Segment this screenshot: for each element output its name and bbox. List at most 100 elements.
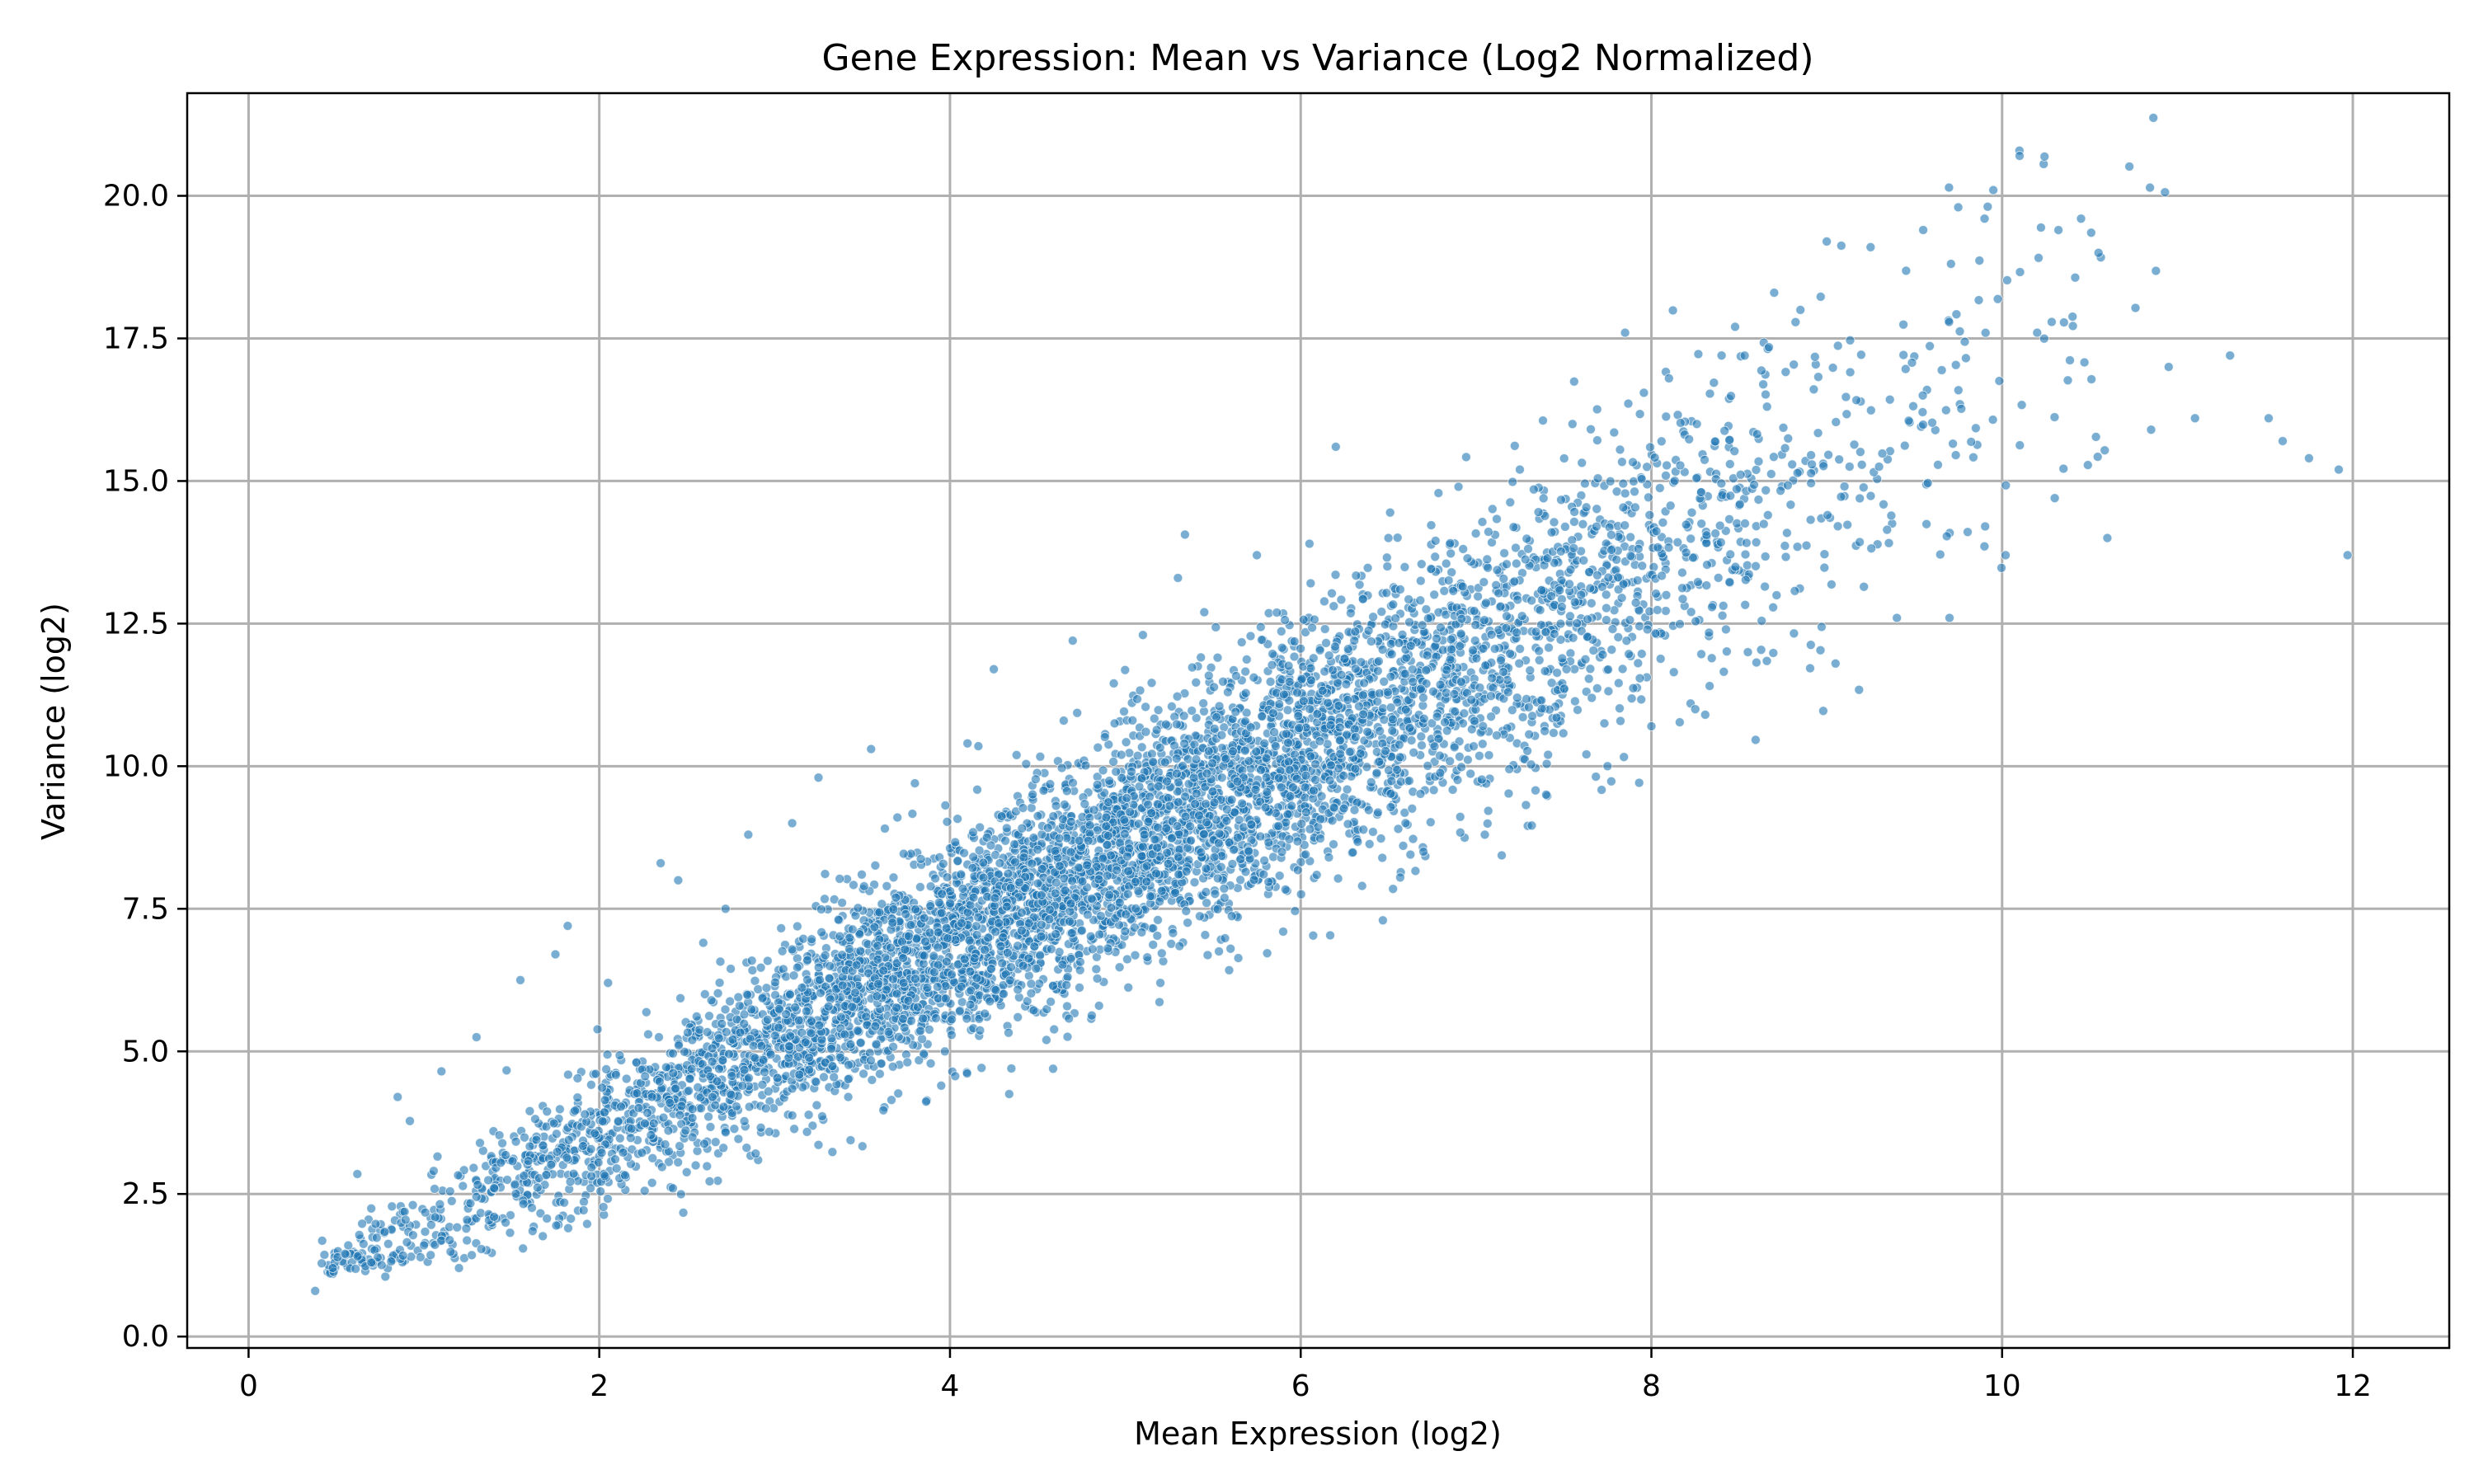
data-point — [1578, 519, 1588, 529]
data-point — [1300, 782, 1310, 792]
data-point — [1136, 851, 1147, 862]
data-point — [668, 1068, 679, 1078]
data-point — [1323, 697, 1333, 708]
data-point — [1742, 560, 1752, 571]
data-point — [1783, 433, 1794, 444]
data-point — [2130, 303, 2141, 313]
data-point — [1613, 632, 1624, 642]
data-point — [1512, 627, 1522, 638]
data-point — [1265, 676, 1276, 687]
data-point — [366, 1203, 377, 1214]
data-point — [1605, 476, 1616, 486]
data-point — [1536, 695, 1547, 706]
data-point — [974, 845, 985, 856]
data-point — [1368, 612, 1379, 622]
data-point — [1927, 417, 1937, 428]
data-point — [1884, 394, 1895, 405]
data-point — [1587, 693, 1597, 703]
data-point — [2145, 182, 2156, 193]
data-point — [1903, 416, 1914, 426]
data-point — [2148, 112, 2159, 123]
data-point — [1509, 440, 1520, 451]
data-point — [1740, 549, 1751, 560]
data-point — [787, 1110, 797, 1120]
data-point — [1626, 693, 1637, 704]
data-point — [1417, 740, 1427, 751]
data-point — [1371, 768, 1382, 778]
data-point — [1618, 502, 1629, 513]
data-point — [691, 1011, 702, 1021]
data-point — [713, 1176, 723, 1186]
data-point — [1395, 752, 1405, 763]
data-point — [1809, 351, 1820, 362]
data-point — [1315, 814, 1326, 824]
data-point — [1395, 872, 1405, 883]
data-point — [1768, 452, 1779, 463]
data-point — [1567, 535, 1578, 546]
data-point — [835, 1012, 846, 1022]
data-point — [1714, 520, 1725, 531]
data-point — [1487, 504, 1498, 514]
data-point — [1585, 664, 1596, 674]
data-point — [1132, 693, 1142, 704]
data-point — [510, 1136, 521, 1147]
data-point — [957, 997, 967, 1007]
data-point — [939, 1046, 950, 1057]
data-point — [1496, 655, 1506, 665]
data-point — [1705, 388, 1715, 399]
data-point — [1393, 824, 1404, 834]
data-point — [789, 1124, 800, 1134]
data-point — [2067, 312, 2078, 322]
data-point — [820, 894, 830, 904]
data-point — [586, 1162, 597, 1173]
data-point — [720, 1127, 731, 1138]
data-point — [1373, 656, 1384, 667]
data-point — [1315, 645, 1325, 655]
data-point — [1498, 573, 1509, 584]
data-point — [1062, 1001, 1072, 1012]
data-point — [1628, 476, 1639, 486]
data-point — [1592, 504, 1602, 514]
data-point — [586, 1079, 596, 1090]
data-point — [1856, 459, 1867, 470]
data-point — [1781, 528, 1792, 538]
data-point — [1324, 650, 1334, 660]
data-point — [1013, 984, 1023, 995]
data-point — [2100, 445, 2110, 456]
data-point — [1219, 883, 1230, 894]
data-point — [1364, 838, 1375, 849]
data-point — [1751, 657, 1761, 668]
data-point — [855, 946, 866, 956]
data-point — [1633, 543, 1644, 554]
data-point — [1581, 749, 1592, 759]
data-point — [1514, 658, 1525, 669]
data-point — [1898, 350, 1909, 360]
data-point — [1534, 655, 1545, 665]
data-point — [1350, 763, 1361, 774]
data-point — [925, 1058, 936, 1068]
data-point — [940, 800, 951, 810]
data-point — [1428, 785, 1439, 796]
data-point — [750, 1053, 760, 1064]
data-point — [1650, 628, 1661, 639]
data-point — [614, 1133, 625, 1144]
data-point — [678, 1207, 689, 1218]
data-point — [1325, 930, 1335, 941]
data-point — [1421, 604, 1432, 615]
data-point — [1556, 495, 1566, 505]
data-point — [750, 975, 760, 986]
data-point — [1613, 678, 1624, 688]
data-point — [1789, 359, 1799, 370]
data-point — [1030, 774, 1041, 785]
data-point — [1366, 636, 1376, 646]
data-point — [1458, 543, 1469, 554]
data-point — [744, 1101, 755, 1112]
data-point — [929, 951, 939, 961]
data-point — [1512, 594, 1523, 605]
data-point — [1639, 387, 1649, 398]
data-point — [1710, 436, 1720, 447]
data-point — [1272, 608, 1282, 618]
data-point — [1751, 537, 1761, 547]
data-point — [518, 1243, 529, 1254]
